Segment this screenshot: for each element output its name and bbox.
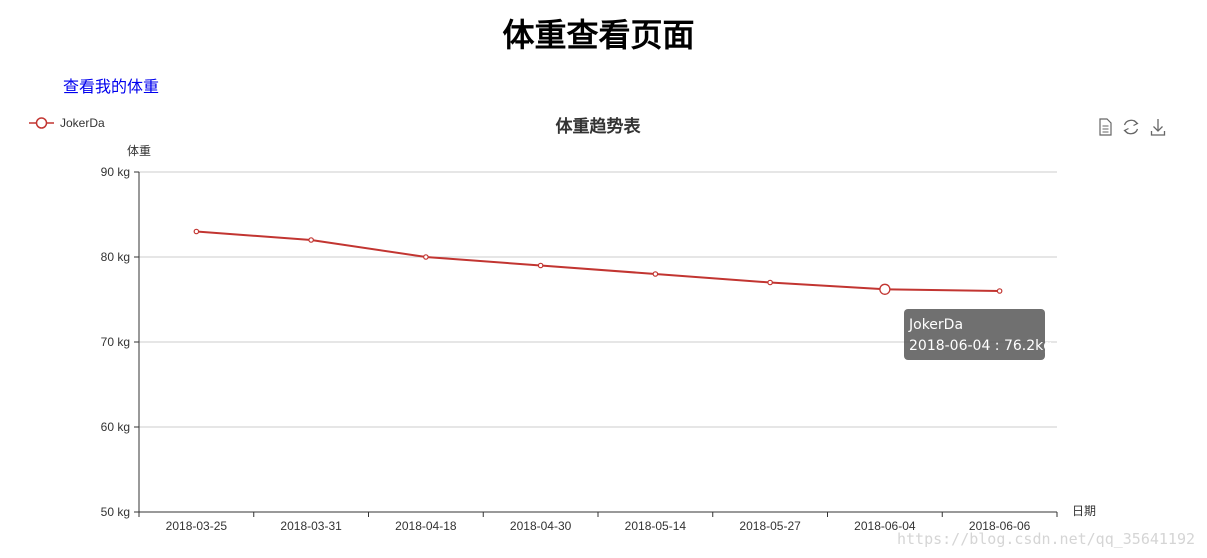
data-point[interactable]	[652, 271, 659, 277]
x-tick-label: 2018-03-31	[280, 519, 342, 533]
y-tick-label: 90 kg	[101, 165, 130, 179]
x-tick-label: 2018-05-14	[625, 519, 687, 533]
y-tick-label: 50 kg	[101, 505, 130, 519]
data-point[interactable]	[537, 262, 544, 269]
legend[interactable]: JokerDa	[29, 116, 105, 130]
legend-label: JokerDa	[60, 116, 105, 130]
x-axis-label: 日期	[1072, 504, 1096, 518]
toolbox	[1099, 118, 1166, 136]
x-tick-label: 2018-06-04	[854, 519, 916, 533]
data-point[interactable]	[996, 288, 1003, 294]
data-point[interactable]	[767, 279, 773, 286]
x-tick-label: 2018-03-25	[166, 519, 228, 533]
data-view-icon[interactable]	[1099, 118, 1112, 136]
data-point[interactable]	[193, 228, 200, 235]
y-axis-label: 体重	[127, 144, 151, 158]
x-tick-label: 2018-04-18	[395, 519, 457, 533]
view-my-weight-link[interactable]: 查看我的体重	[63, 77, 160, 96]
legend-circle-marker	[35, 117, 48, 129]
y-tick-label: 80 kg	[101, 250, 130, 264]
y-tick-label: 70 kg	[101, 335, 130, 349]
data-point-highlighted[interactable]	[879, 283, 891, 295]
data-point[interactable]	[423, 254, 429, 260]
save-image-icon[interactable]	[1150, 119, 1166, 136]
restore-icon[interactable]	[1123, 119, 1139, 135]
x-tick-label: 2018-04-30	[510, 519, 572, 533]
watermark: https://blog.csdn.net/qq_35641192	[896, 530, 1195, 548]
y-tick-label: 60 kg	[101, 420, 130, 434]
x-tick-label: 2018-06-06	[969, 519, 1031, 533]
chart-title: 体重趋势表	[556, 116, 642, 137]
x-tick-label: 2018-05-27	[739, 519, 801, 533]
tooltip-series-name: JokerDa	[909, 317, 964, 333]
page-title: 体重查看页面	[502, 16, 695, 54]
tooltip-value: 2018-06-04 : 76.2kg	[909, 338, 1053, 354]
data-point[interactable]	[308, 237, 314, 243]
data-tooltip: JokerDa 2018-06-04 : 76.2kg	[904, 309, 1053, 360]
series-line-JokerDa	[196, 230, 1000, 292]
